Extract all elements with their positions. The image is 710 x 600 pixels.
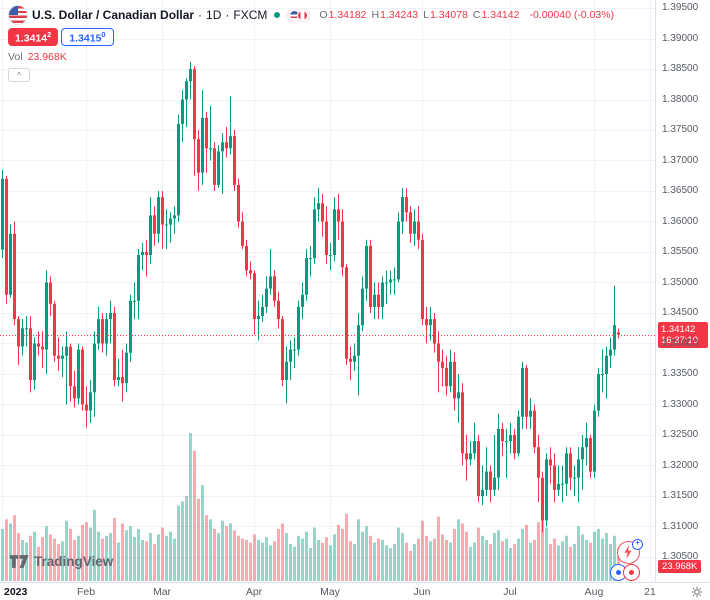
sell-price-sup: 2 bbox=[47, 30, 52, 39]
price-axis-label: 1.33500 bbox=[662, 368, 699, 379]
open-label: O bbox=[319, 9, 328, 21]
close-label: C bbox=[472, 9, 481, 21]
legend-collapse-button[interactable]: ^ bbox=[8, 68, 30, 82]
tradingview-logo-text: TradingView bbox=[34, 554, 114, 569]
broker-pair-button[interactable] bbox=[610, 564, 640, 581]
price-axis-label: 1.32500 bbox=[662, 429, 699, 440]
price-axis-label: 1.37000 bbox=[662, 154, 699, 166]
time-axis-label: 2023 bbox=[4, 586, 28, 598]
price-axis-label: 1.32000 bbox=[662, 459, 699, 471]
price-axis-label: 1.33000 bbox=[662, 398, 699, 410]
lightning-icon bbox=[624, 545, 632, 559]
close-value: 1.34142 bbox=[481, 9, 520, 21]
price-axis-label: 1.30500 bbox=[662, 551, 699, 562]
separator-dot: · bbox=[225, 8, 230, 22]
sell-button[interactable]: 1.34142 bbox=[8, 28, 59, 46]
time-axis-label: Feb bbox=[76, 586, 96, 598]
price-axis-label: 1.38500 bbox=[662, 63, 699, 74]
price-axis[interactable]: 1.34142 16:37:10 23.968K 1.39500 1.39000 1… bbox=[655, 0, 710, 582]
last-price-value: 1.34142 bbox=[661, 323, 696, 335]
time-axis-label: Jun bbox=[413, 586, 431, 598]
bar-countdown: 16:37:10 bbox=[661, 334, 698, 346]
price-axis-label: 1.39500 bbox=[662, 2, 699, 13]
price-axis-label: 1.39000 bbox=[662, 32, 699, 44]
broker-red-icon bbox=[623, 564, 640, 581]
price-axis-label: 1.35500 bbox=[662, 246, 699, 257]
currency-mini-flags-icon bbox=[286, 8, 312, 22]
low-label: L bbox=[423, 9, 429, 21]
time-axis[interactable]: 2023 Feb Mar Apr May Jun Jul Aug 21 bbox=[0, 582, 710, 600]
price-axis-label: 1.31000 bbox=[662, 520, 699, 532]
axis-settings-gear-icon[interactable] bbox=[691, 586, 703, 598]
change-value: -0.00040 (-0.03%) bbox=[529, 9, 615, 21]
price-axis-label: 1.36500 bbox=[662, 185, 699, 196]
symbol-flag-icon bbox=[8, 5, 28, 25]
symbol-title[interactable]: U.S. Dollar / Canadian Dollar bbox=[32, 8, 195, 22]
volume-value: 23.968K bbox=[27, 51, 67, 63]
volume-label: Vol bbox=[8, 51, 23, 63]
separator-dot: · bbox=[198, 8, 203, 22]
time-axis-label: 21 bbox=[644, 586, 656, 598]
candlestick-chart-canvas[interactable] bbox=[0, 0, 655, 582]
time-axis-label: Jul bbox=[503, 586, 517, 598]
plus-badge-icon: + bbox=[632, 539, 643, 550]
buy-price-sup: 0 bbox=[101, 30, 106, 39]
bid-ask-row: 1.34142 1.34150 bbox=[8, 28, 614, 46]
ohlc-values: O 1.34182 H 1.34243 L 1.34078 C 1.34142 bbox=[319, 9, 524, 21]
last-price-tag: 1.34142 16:37:10 bbox=[658, 321, 708, 348]
price-axis-label: 1.35000 bbox=[662, 276, 699, 288]
low-value: 1.34078 bbox=[429, 9, 468, 21]
price-axis-label: 1.34500 bbox=[662, 307, 699, 318]
time-axis-label: Apr bbox=[245, 586, 263, 598]
tradingview-logo-icon bbox=[10, 555, 29, 568]
volume-axis-tag: 23.968K bbox=[658, 560, 702, 573]
time-axis-label: Mar bbox=[152, 586, 172, 598]
tradingview-logo[interactable]: TradingView bbox=[10, 554, 113, 569]
volume-row: Vol 23.968K bbox=[8, 51, 614, 63]
time-axis-label: May bbox=[320, 586, 340, 598]
chart-legend: U.S. Dollar / Canadian Dollar · 1D · FXC… bbox=[8, 5, 615, 82]
symbol-row: U.S. Dollar / Canadian Dollar · 1D · FXC… bbox=[8, 5, 615, 25]
broker-blue-icon bbox=[610, 564, 627, 581]
market-status-icon[interactable] bbox=[274, 12, 281, 18]
price-axis-label: 1.37500 bbox=[662, 124, 699, 135]
quick-trade-lightning-button[interactable]: + bbox=[617, 539, 643, 564]
buy-button[interactable]: 1.34150 bbox=[61, 28, 114, 46]
time-axis-label: Aug bbox=[584, 586, 604, 598]
interval-label[interactable]: 1D bbox=[206, 8, 222, 22]
price-axis-label: 1.36000 bbox=[662, 215, 699, 227]
high-label: H bbox=[371, 9, 380, 21]
sell-price: 1.3414 bbox=[15, 32, 48, 45]
price-axis-label: 1.31500 bbox=[662, 490, 699, 501]
buy-price: 1.3415 bbox=[69, 32, 102, 45]
price-axis-label: 1.38000 bbox=[662, 93, 699, 105]
open-value: 1.34182 bbox=[328, 9, 367, 21]
high-value: 1.34243 bbox=[380, 9, 419, 21]
cad-mini-flag-icon bbox=[297, 9, 309, 21]
price-axis-label: 1.34000 bbox=[662, 337, 699, 349]
exchange-label: FXCM bbox=[233, 8, 268, 22]
